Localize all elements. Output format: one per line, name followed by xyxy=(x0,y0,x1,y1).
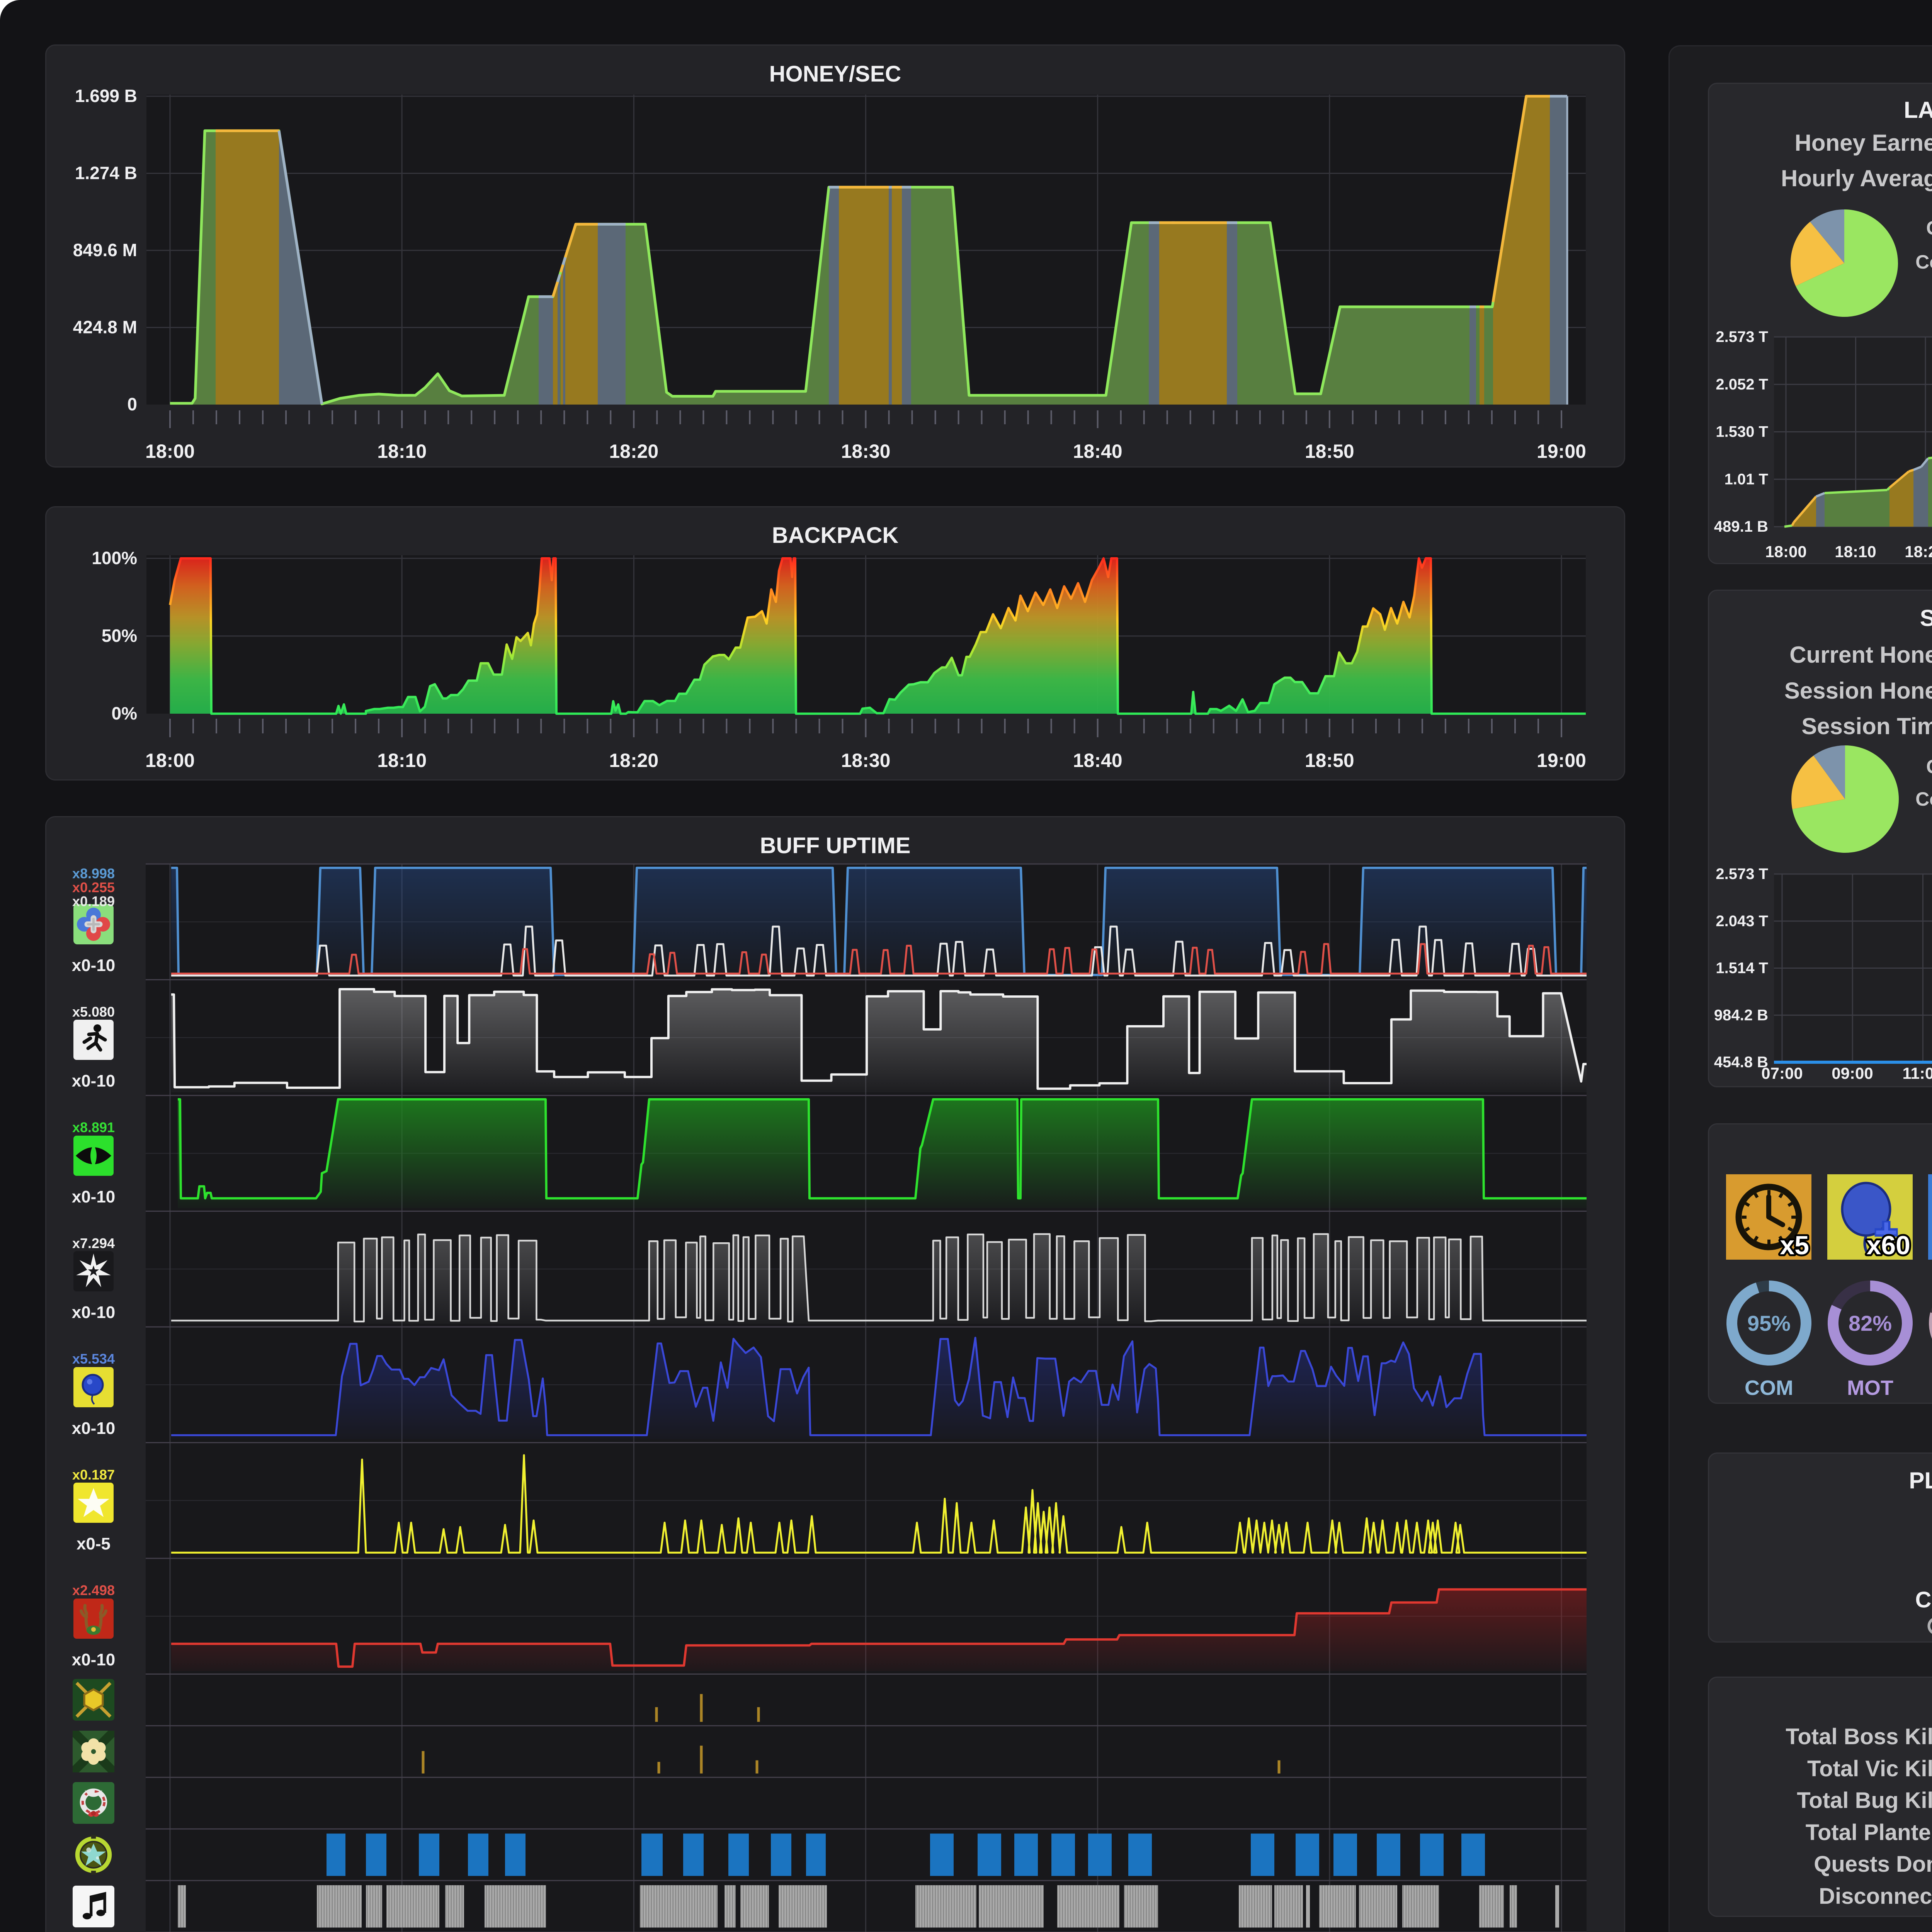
svg-text:18:40: 18:40 xyxy=(1073,750,1122,771)
svg-text:18:00: 18:00 xyxy=(145,440,195,462)
svg-text:x60: x60 xyxy=(1867,1231,1910,1260)
svg-text:1.01 T: 1.01 T xyxy=(1725,471,1768,488)
svg-text:x5: x5 xyxy=(1780,1231,1809,1260)
svg-text:11:00: 11:00 xyxy=(1902,1064,1932,1082)
svg-text:1.274 B: 1.274 B xyxy=(75,163,137,183)
svg-text:2.043 T: 2.043 T xyxy=(1716,913,1768,930)
svg-text:18:20: 18:20 xyxy=(609,750,658,771)
svg-text:100%: 100% xyxy=(92,548,137,568)
svg-text:Session Time: Session Time xyxy=(1801,713,1932,739)
svg-text:PLANTERS: PLANTERS xyxy=(1909,1468,1932,1493)
svg-text:Session Honey: Session Honey xyxy=(1784,678,1932,704)
svg-text:18:10: 18:10 xyxy=(377,440,427,462)
svg-text:1.514 T: 1.514 T xyxy=(1716,960,1768,977)
svg-text:454.8 B: 454.8 B xyxy=(1714,1054,1768,1071)
svg-text:849.6 M: 849.6 M xyxy=(73,240,137,260)
svg-text:19:00: 19:00 xyxy=(1537,750,1586,771)
svg-text:424.8 M: 424.8 M xyxy=(73,317,137,337)
svg-text:Honey Earned: Honey Earned xyxy=(1795,130,1932,156)
svg-text:Total Planters: Total Planters xyxy=(1806,1820,1932,1845)
svg-text:82%: 82% xyxy=(1849,1311,1892,1335)
svg-text:09:00: 09:00 xyxy=(1832,1064,1873,1082)
svg-text:SESSION: SESSION xyxy=(1920,605,1932,631)
svg-text:MOT: MOT xyxy=(1847,1376,1893,1400)
svg-text:2.052 T: 2.052 T xyxy=(1716,376,1768,393)
svg-text:18:30: 18:30 xyxy=(841,440,891,462)
svg-text:Clover: Clover xyxy=(1915,1587,1932,1612)
svg-text:18:10: 18:10 xyxy=(1835,543,1876,561)
svg-text:1.699 B: 1.699 B xyxy=(75,86,137,106)
svg-text:18:00: 18:00 xyxy=(145,750,195,771)
svg-text:18:20: 18:20 xyxy=(609,440,658,462)
svg-text:2.573 T: 2.573 T xyxy=(1716,866,1768,883)
svg-text:Gather: Gather xyxy=(1926,217,1932,239)
svg-text:18:30: 18:30 xyxy=(841,750,891,771)
svg-text:2.573 T: 2.573 T xyxy=(1716,328,1768,345)
svg-text:Total Vic Kills: Total Vic Kills xyxy=(1807,1756,1932,1781)
svg-text:95%: 95% xyxy=(1747,1311,1791,1335)
svg-text:COM: COM xyxy=(1745,1376,1793,1400)
svg-text:18:00: 18:00 xyxy=(1765,543,1806,561)
svg-text:Convert: Convert xyxy=(1915,251,1932,273)
svg-text:Convert: Convert xyxy=(1915,788,1932,810)
svg-text:50%: 50% xyxy=(102,626,137,646)
svg-text:18:50: 18:50 xyxy=(1305,750,1354,771)
svg-text:0: 0 xyxy=(127,394,137,414)
svg-text:Disconnects: Disconnects xyxy=(1819,1884,1932,1909)
svg-text:07:00: 07:00 xyxy=(1761,1064,1803,1082)
svg-text:19:00: 19:00 xyxy=(1537,440,1586,462)
svg-text:Total Boss Kills: Total Boss Kills xyxy=(1786,1724,1932,1749)
svg-text:1.530 T: 1.530 T xyxy=(1716,423,1768,440)
svg-text:Current Honey: Current Honey xyxy=(1789,642,1932,668)
svg-text:489.1 B: 489.1 B xyxy=(1714,518,1768,535)
svg-text:Gather: Gather xyxy=(1926,756,1932,777)
svg-text:984.2 B: 984.2 B xyxy=(1714,1007,1768,1024)
svg-text:Hourly Average: Hourly Average xyxy=(1781,165,1932,191)
svg-text:18:10: 18:10 xyxy=(377,750,427,771)
svg-text:18:20: 18:20 xyxy=(1905,543,1932,561)
svg-text:18:50: 18:50 xyxy=(1305,440,1354,462)
svg-text:Quests Done: Quests Done xyxy=(1814,1852,1932,1877)
svg-text:0%: 0% xyxy=(112,703,137,723)
svg-text:LAST HOUR: LAST HOUR xyxy=(1904,97,1932,123)
svg-text:18:40: 18:40 xyxy=(1073,440,1122,462)
svg-text:Total Bug Kills: Total Bug Kills xyxy=(1797,1788,1932,1813)
